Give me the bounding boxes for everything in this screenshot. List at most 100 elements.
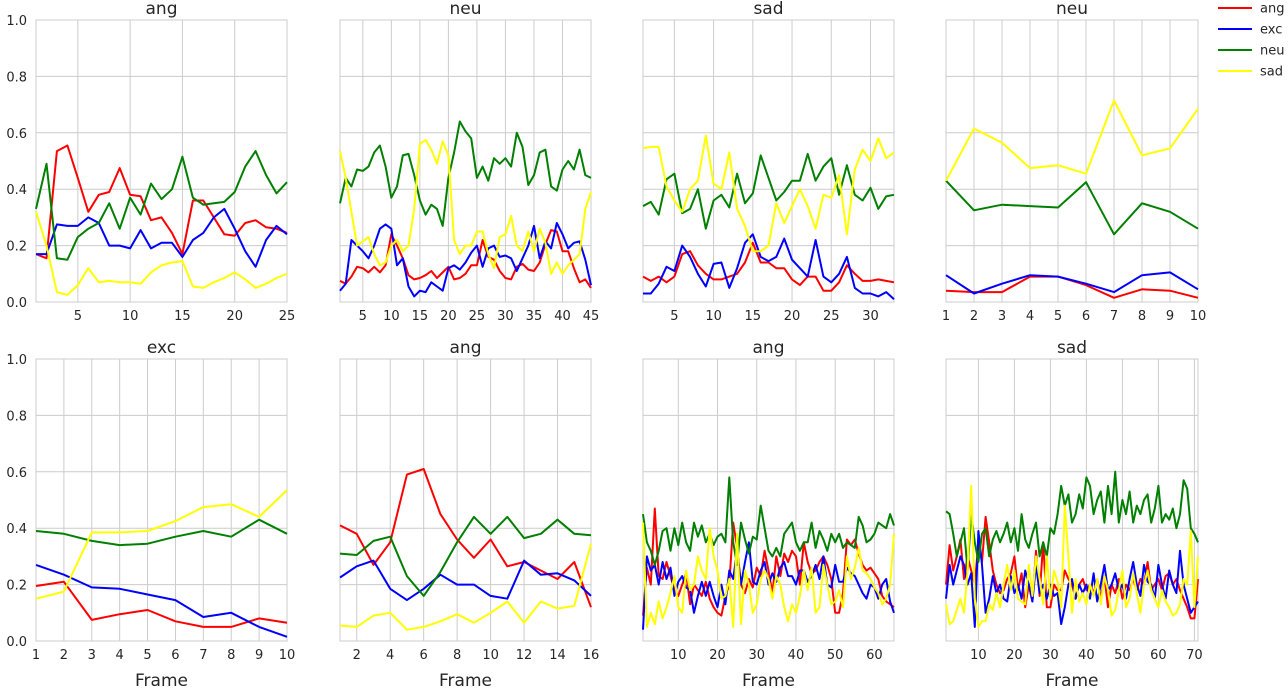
x-tick-label: 20 [440,309,457,324]
x-tick-label: 40 [554,309,571,324]
x-tick-label: 1 [32,648,40,663]
x-axis-label: Frame [135,671,188,691]
series-line-sad [35,489,288,600]
x-tick-label: 30 [497,309,514,324]
x-tick-label: 2 [60,648,68,663]
plot-frame [945,358,1199,642]
x-tick-label: 35 [526,309,543,324]
x-tick-label: 10 [705,309,722,324]
series-line-sad [642,134,895,253]
x-tick-label: 16 [583,648,600,663]
series-line-exc [945,271,1199,295]
series-line-neu [339,515,592,597]
x-tick-label: 20 [226,309,243,324]
series-line-neu [339,120,592,227]
y-tick-label: 1.0 [6,353,27,368]
x-tick-label: 60 [1150,648,1167,663]
series-line-neu [945,180,1199,236]
subplot-title: sad [753,0,783,19]
x-tick-label: 15 [412,309,429,324]
x-tick-label: 40 [1078,648,1095,663]
x-tick-label: 5 [670,309,678,324]
legend-label: exc [1260,23,1282,38]
x-tick-label: 3 [88,648,96,663]
plot-frame [35,358,288,642]
x-tick-label: 4 [1026,309,1034,324]
subplot-title: ang [753,338,785,358]
plot-area [340,359,591,641]
y-tick-label: 0.0 [6,635,27,650]
plot-area [340,20,591,302]
series-line-exc [35,563,288,638]
series-line-ang [339,229,592,289]
x-tick-label: 8 [1138,309,1146,324]
x-tick-label: 15 [174,309,191,324]
legend-label: sad [1260,65,1283,80]
series-line-sad [642,522,895,628]
plot-frame [35,19,288,303]
series-line-exc [945,530,1199,628]
x-tick-label: 70 [1186,648,1203,663]
x-axis-label: Frame [742,671,795,691]
plot-frame [642,358,895,642]
plot-area [643,20,894,302]
x-tick-label: 8 [453,648,461,663]
legend-label: ang [1260,2,1284,17]
x-tick-label: 15 [745,309,762,324]
legend-item-neu: neu [1218,44,1284,59]
y-tick-label: 0.4 [6,183,27,198]
series-line-neu [35,518,288,547]
subplot-title: neu [1056,0,1088,19]
y-tick-label: 0.0 [6,296,27,311]
subplot-3: 5 10 15 20 25 30 sad [642,0,895,324]
y-tick-label: 0.8 [6,409,27,424]
subplot-7: 10 20 30 40 50 60 ang Frame [642,338,895,691]
legend-item-sad: sad [1218,65,1283,80]
y-tick-label: 0.2 [6,240,27,255]
x-tick-label: 40 [788,648,805,663]
x-tick-label: 5 [1054,309,1062,324]
x-tick-label: 6 [1082,309,1090,324]
x-tick-label: 4 [386,648,394,663]
x-axis-label: Frame [1046,671,1099,691]
legend: ang exc neu sad [1218,2,1284,80]
subplot-6: 2 4 6 8 10 12 14 16 ang Frame [339,338,600,691]
subplot-8: 10 20 30 40 50 60 70 sad Frame [945,338,1203,691]
x-tick-label: 9 [255,648,263,663]
series-line-sad [35,211,288,296]
y-tick-label: 0.8 [6,70,27,85]
x-tick-label: 20 [784,309,801,324]
x-tick-label: 6 [171,648,179,663]
x-tick-label: 9 [1166,309,1174,324]
x-tick-label: 50 [1114,648,1131,663]
y-tick-label: 0.6 [6,466,27,481]
x-tick-label: 2 [970,309,978,324]
subplot-title: ang [450,338,482,358]
x-tick-label: 12 [516,648,533,663]
x-tick-label: 10 [122,309,139,324]
x-tick-label: 2 [353,648,361,663]
x-tick-label: 10 [670,648,687,663]
series-line-exc [339,222,592,298]
x-tick-label: 50 [827,648,844,663]
y-tick-label: 0.4 [6,522,27,537]
x-tick-label: 5 [359,309,367,324]
subplot-1: 5 10 15 20 25 0.0 0.2 0.4 0.6 0.8 1.0 ang [6,0,295,324]
x-tick-label: 10 [279,648,296,663]
series-line-sad [339,138,592,275]
y-tick-label: 1.0 [6,14,27,29]
subplot-4: 1 2 3 4 5 6 7 8 9 10 neu [942,0,1206,324]
plot-frame [642,19,895,303]
x-axis-label: Frame [439,671,492,691]
x-tick-label: 60 [866,648,883,663]
x-tick-label: 30 [862,309,879,324]
series-line-exc [339,559,592,602]
subplot-title: neu [449,0,481,19]
x-tick-label: 10 [970,648,987,663]
x-tick-label: 45 [583,309,600,324]
legend-label: neu [1260,44,1284,59]
y-tick-label: 0.2 [6,579,27,594]
y-tick-label: 0.6 [6,127,27,142]
x-tick-label: 14 [549,648,566,663]
